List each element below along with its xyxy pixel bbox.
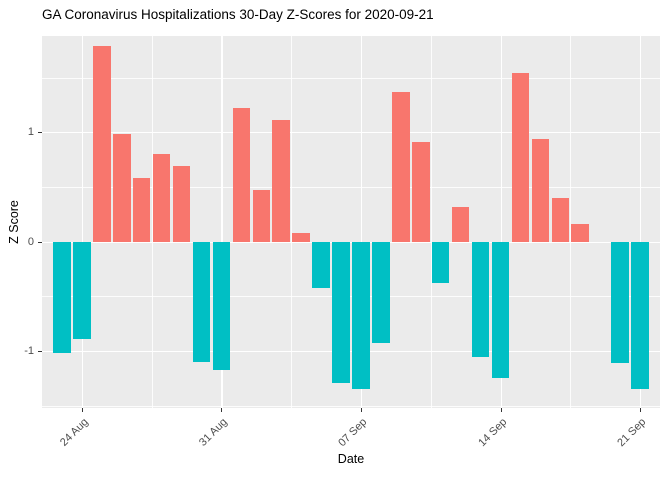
bar-2020-09-16 <box>531 138 550 242</box>
bar-2020-08-24 <box>73 241 91 340</box>
major-gridline-x <box>221 36 223 408</box>
bar-2020-09-05 <box>312 241 330 288</box>
bar-2020-09-04 <box>292 232 310 242</box>
bar-2020-09-10 <box>412 142 430 242</box>
bar-2020-09-11 <box>431 241 450 284</box>
major-gridline-y <box>42 241 660 243</box>
x-tick-label: 24 Aug <box>57 416 91 449</box>
y-tick-mark <box>38 241 42 243</box>
plot-panel <box>42 36 660 408</box>
x-tick-label: 14 Sep <box>475 416 510 450</box>
bar-2020-08-28 <box>152 154 171 242</box>
y-tick-mark <box>38 351 42 353</box>
y-axis-title: Z Score <box>7 200 21 244</box>
y-tick-mark <box>38 132 42 134</box>
x-tick-label: 31 Aug <box>197 416 230 449</box>
bar-2020-08-23 <box>53 241 71 354</box>
bar-2020-09-09 <box>392 91 410 242</box>
minor-gridline-y <box>42 296 660 297</box>
x-tick-mark <box>500 408 502 412</box>
minor-gridline-x <box>430 36 432 408</box>
bar-2020-08-27 <box>132 178 151 242</box>
bar-2020-09-08 <box>372 241 390 344</box>
y-tick-label: 0 <box>27 235 34 248</box>
bar-2020-09-06 <box>332 241 350 383</box>
x-tick-mark <box>81 408 83 412</box>
x-tick-label: 21 Sep <box>615 416 649 450</box>
bar-2020-09-12 <box>451 206 470 242</box>
major-gridline-x <box>640 36 642 408</box>
y-tick-label: -1 <box>24 345 34 358</box>
chart-title: GA Coronavirus Hospitalizations 30-Day Z… <box>42 7 434 22</box>
minor-gridline-x <box>151 36 153 408</box>
bar-2020-08-31 <box>212 241 231 370</box>
bar-2020-08-29 <box>172 166 191 242</box>
major-gridline-x <box>500 36 502 408</box>
bar-2020-09-13 <box>471 241 490 357</box>
bar-2020-09-07 <box>352 241 370 390</box>
major-gridline-x <box>81 36 84 408</box>
bar-2020-08-25 <box>93 45 111 242</box>
bar-2020-09-03 <box>272 120 290 242</box>
minor-gridline-y <box>42 77 660 79</box>
bar-2020-08-30 <box>192 241 211 363</box>
minor-gridline-y <box>42 405 660 407</box>
bar-2020-09-01 <box>232 108 251 242</box>
x-tick-mark <box>360 408 362 412</box>
bar-2020-09-18 <box>571 224 590 242</box>
x-axis-title: Date <box>337 452 365 466</box>
major-gridline-y <box>42 351 660 353</box>
bar-2020-09-21 <box>631 241 649 390</box>
bar-2020-09-20 <box>611 241 629 364</box>
major-gridline-y <box>42 132 660 134</box>
y-tick-label: 1 <box>27 126 34 139</box>
minor-gridline-y <box>42 186 660 188</box>
bar-2020-09-15 <box>511 73 530 242</box>
bar-2020-09-02 <box>252 190 271 242</box>
bar-2020-09-14 <box>491 241 510 379</box>
bar-2020-08-26 <box>112 134 131 242</box>
x-tick-mark <box>221 408 223 412</box>
minor-gridline-x <box>570 36 571 408</box>
minor-gridline-x <box>291 36 292 408</box>
bar-2020-09-17 <box>551 197 570 242</box>
x-tick-mark <box>640 408 642 412</box>
major-gridline-x <box>360 36 363 408</box>
x-tick-label: 07 Sep <box>336 416 370 450</box>
